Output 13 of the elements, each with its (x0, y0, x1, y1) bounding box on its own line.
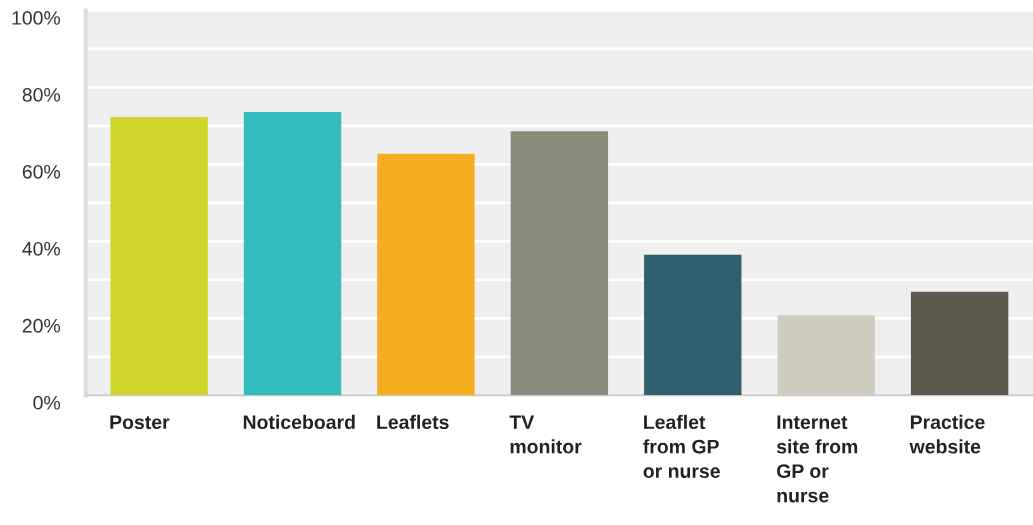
y-tick-label: 0% (33, 395, 61, 410)
x-tick-label: TV monitor (509, 415, 582, 454)
x-tick-label: Leaflet from GP or nurse (643, 414, 720, 478)
y-tick-label: 20% (22, 318, 61, 333)
y-tick-label: 40% (22, 241, 61, 256)
y-tick-label: 100% (12, 11, 61, 25)
x-tick-label: Internet site from GP or nurse (776, 415, 858, 503)
x-tick-label: Leaflets (377, 414, 449, 430)
x-tick-label: Noticeboard (243, 414, 355, 430)
y-tick-label: 80% (22, 87, 61, 102)
x-tick-label: Practice website (909, 414, 985, 454)
y-tick-label: 60% (22, 164, 61, 179)
x-tick-label: Poster (110, 415, 170, 430)
